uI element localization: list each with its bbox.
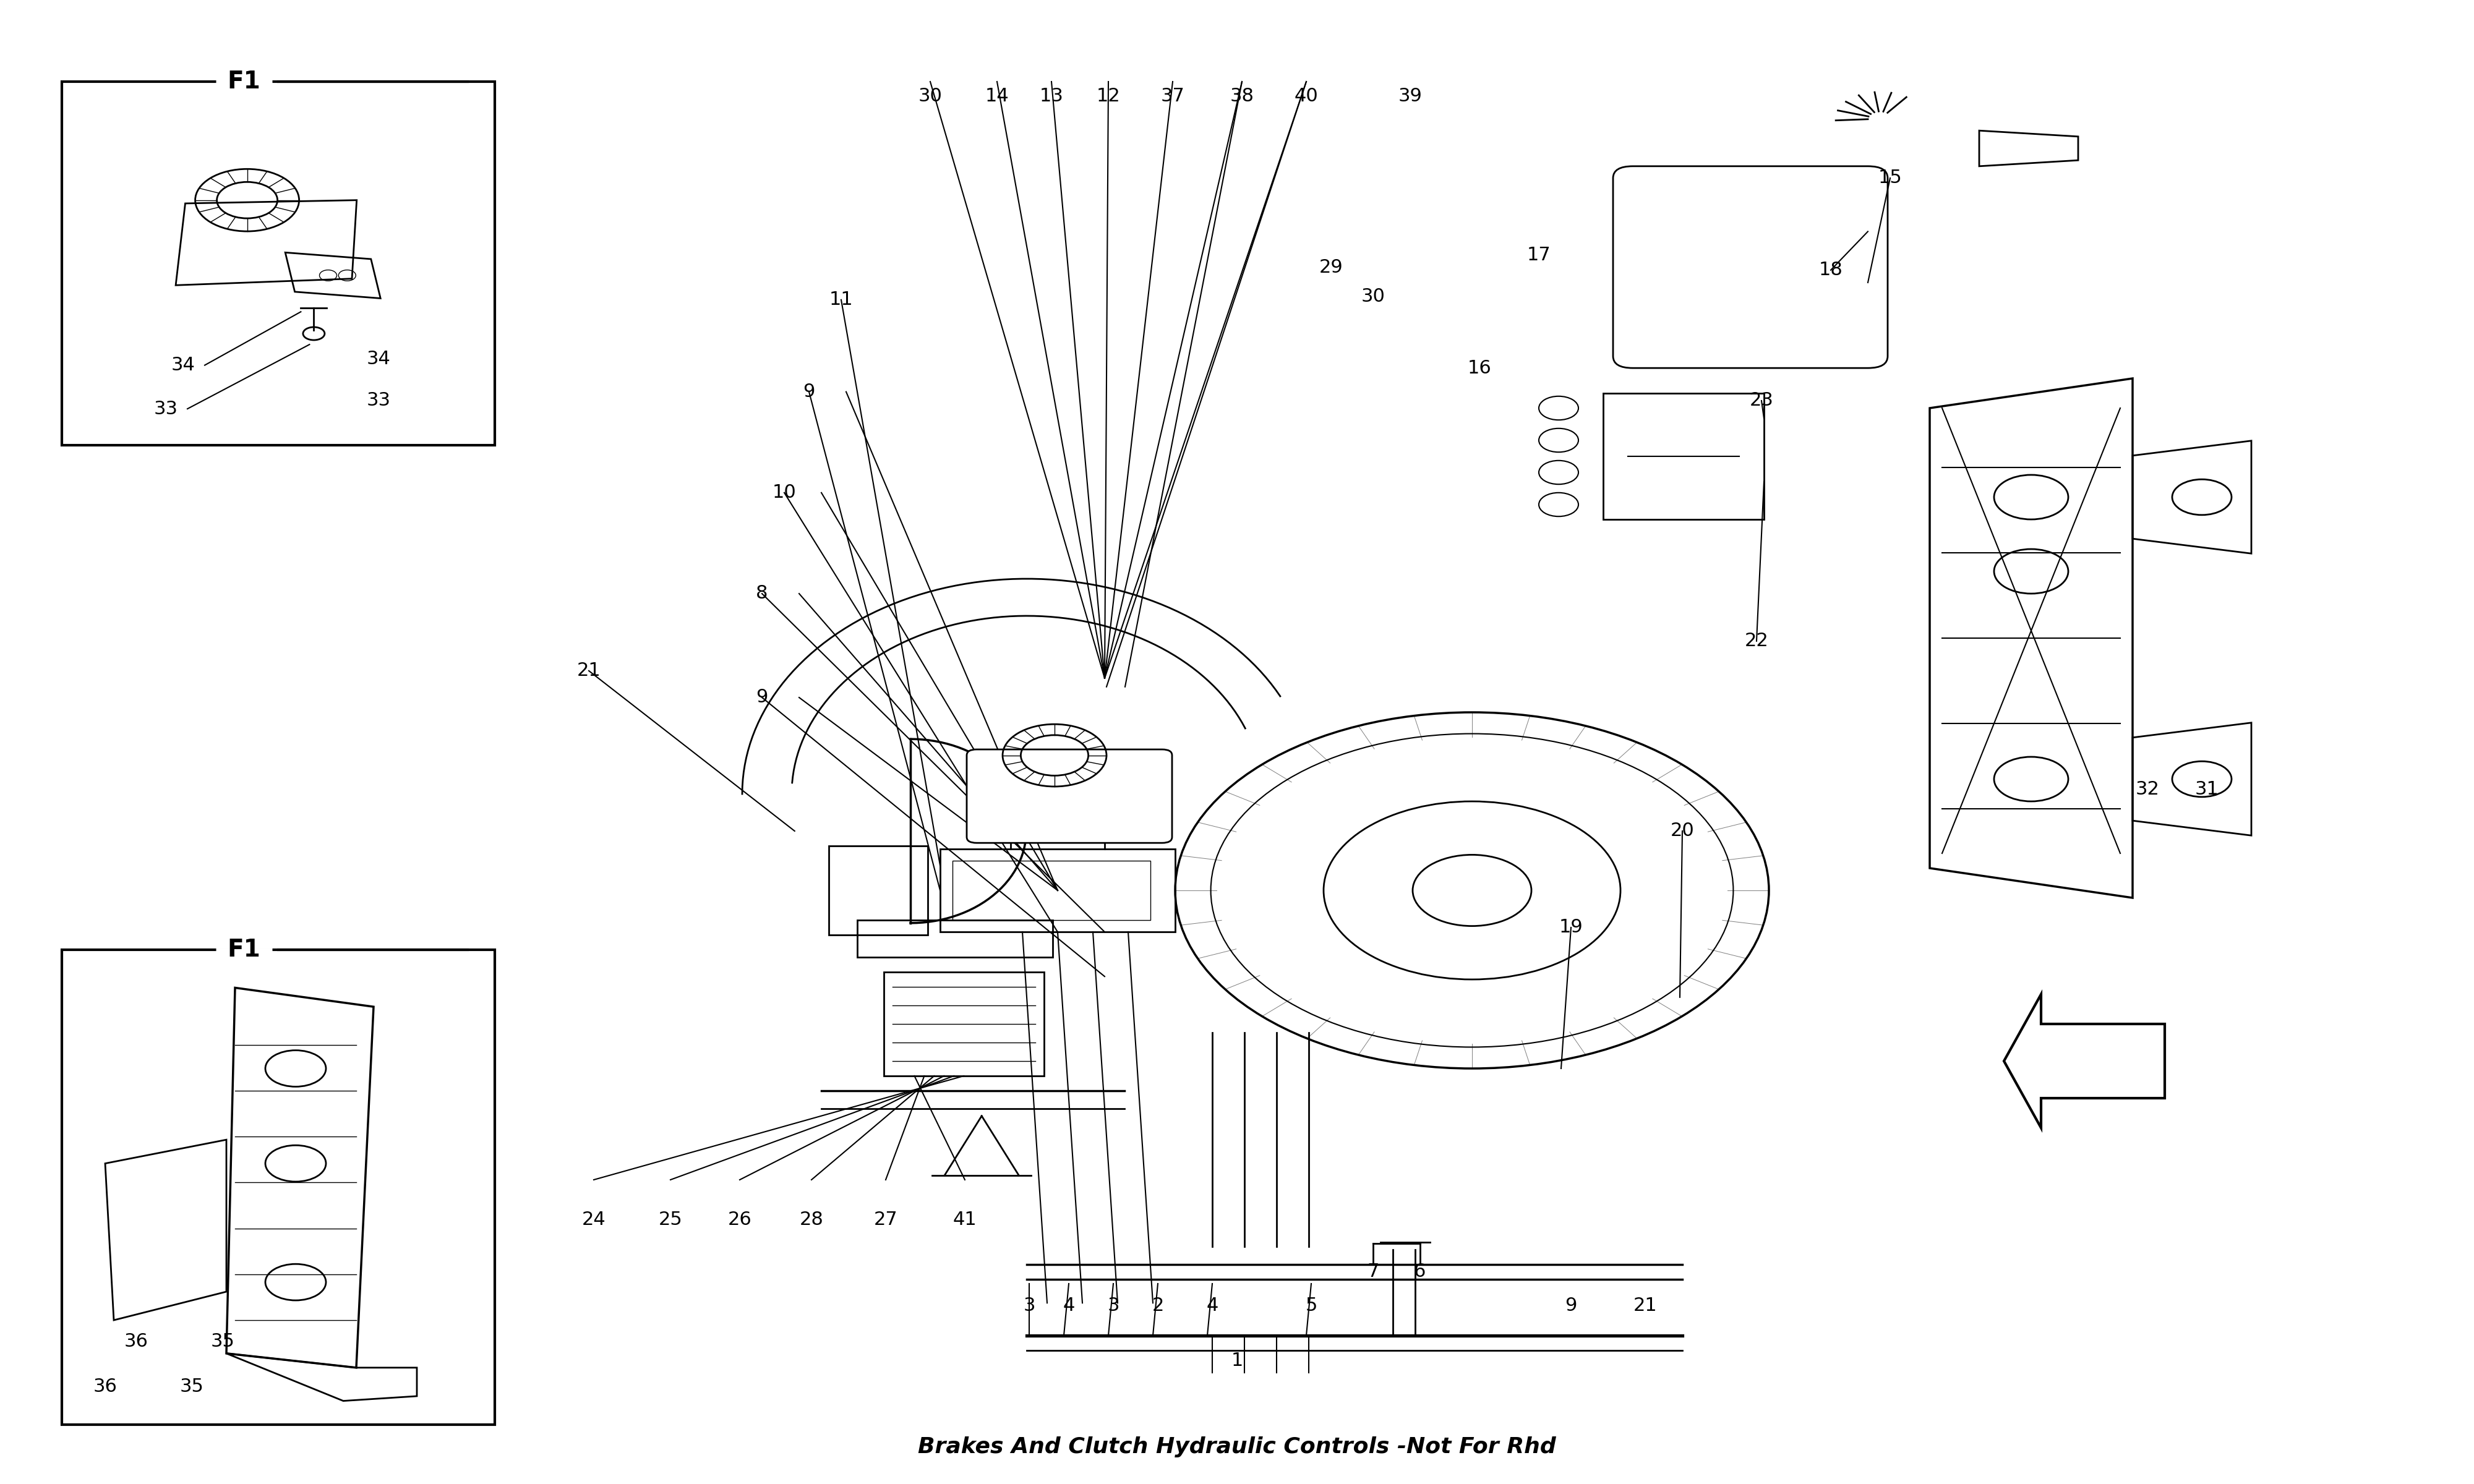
Text: 16: 16: [1467, 359, 1492, 377]
Text: 12: 12: [1096, 88, 1121, 105]
Text: 29: 29: [1319, 258, 1343, 276]
Text: 27: 27: [873, 1211, 898, 1229]
Text: 41: 41: [952, 1211, 977, 1229]
FancyBboxPatch shape: [967, 749, 1173, 843]
Text: 18: 18: [1818, 261, 1843, 279]
Text: F1: F1: [228, 70, 260, 93]
Text: 21: 21: [1633, 1297, 1658, 1315]
Text: 20: 20: [1670, 822, 1695, 840]
Bar: [940, 849, 1175, 932]
Text: 7: 7: [1368, 1263, 1378, 1281]
Text: 9: 9: [804, 383, 814, 401]
Text: 33: 33: [366, 392, 391, 410]
Text: 34: 34: [366, 350, 391, 368]
Text: 30: 30: [1361, 288, 1385, 306]
Text: 36: 36: [124, 1333, 148, 1350]
Text: 9: 9: [757, 689, 767, 706]
Text: 10: 10: [772, 484, 797, 502]
Text: 3: 3: [1108, 1297, 1118, 1315]
Text: 1: 1: [1232, 1352, 1242, 1370]
Text: 30: 30: [918, 88, 943, 105]
Text: 34: 34: [171, 356, 195, 374]
Text: 23: 23: [1749, 392, 1774, 410]
Bar: [829, 846, 928, 935]
Text: 26: 26: [727, 1211, 752, 1229]
Text: 8: 8: [757, 585, 767, 603]
FancyBboxPatch shape: [62, 82, 495, 445]
Text: 28: 28: [799, 1211, 824, 1229]
Text: 35: 35: [210, 1333, 235, 1350]
Text: 25: 25: [658, 1211, 683, 1229]
Text: 5: 5: [1306, 1297, 1316, 1315]
Text: 33: 33: [153, 399, 178, 418]
Text: 6: 6: [1415, 1263, 1425, 1281]
Text: 40: 40: [1294, 88, 1319, 105]
Text: 15: 15: [1878, 169, 1903, 187]
Bar: [952, 861, 1150, 920]
Text: 32: 32: [2135, 781, 2160, 798]
Text: 4: 4: [1207, 1297, 1217, 1315]
Text: 24: 24: [581, 1211, 606, 1229]
Text: 2: 2: [1153, 1297, 1163, 1315]
Text: 36: 36: [94, 1377, 116, 1395]
Text: Brakes And Clutch Hydraulic Controls -Not For Rhd: Brakes And Clutch Hydraulic Controls -No…: [918, 1437, 1556, 1457]
Text: 21: 21: [576, 662, 601, 680]
Text: 17: 17: [1526, 246, 1551, 264]
Text: 37: 37: [1160, 88, 1185, 105]
Text: F1: F1: [228, 938, 260, 962]
FancyBboxPatch shape: [62, 950, 495, 1425]
Text: 38: 38: [1230, 88, 1254, 105]
Text: 11: 11: [829, 291, 854, 309]
Text: 13: 13: [1039, 88, 1064, 105]
Text: 4: 4: [1064, 1297, 1074, 1315]
Text: 22: 22: [1744, 632, 1769, 650]
Circle shape: [1413, 855, 1531, 926]
Text: 19: 19: [1559, 919, 1583, 936]
Text: 35: 35: [181, 1377, 203, 1395]
Text: 14: 14: [985, 88, 1009, 105]
Text: 39: 39: [1398, 88, 1423, 105]
Text: 9: 9: [1566, 1297, 1576, 1315]
Text: 31: 31: [2194, 781, 2219, 798]
Bar: [1603, 393, 1764, 519]
Text: 3: 3: [1024, 1297, 1034, 1315]
